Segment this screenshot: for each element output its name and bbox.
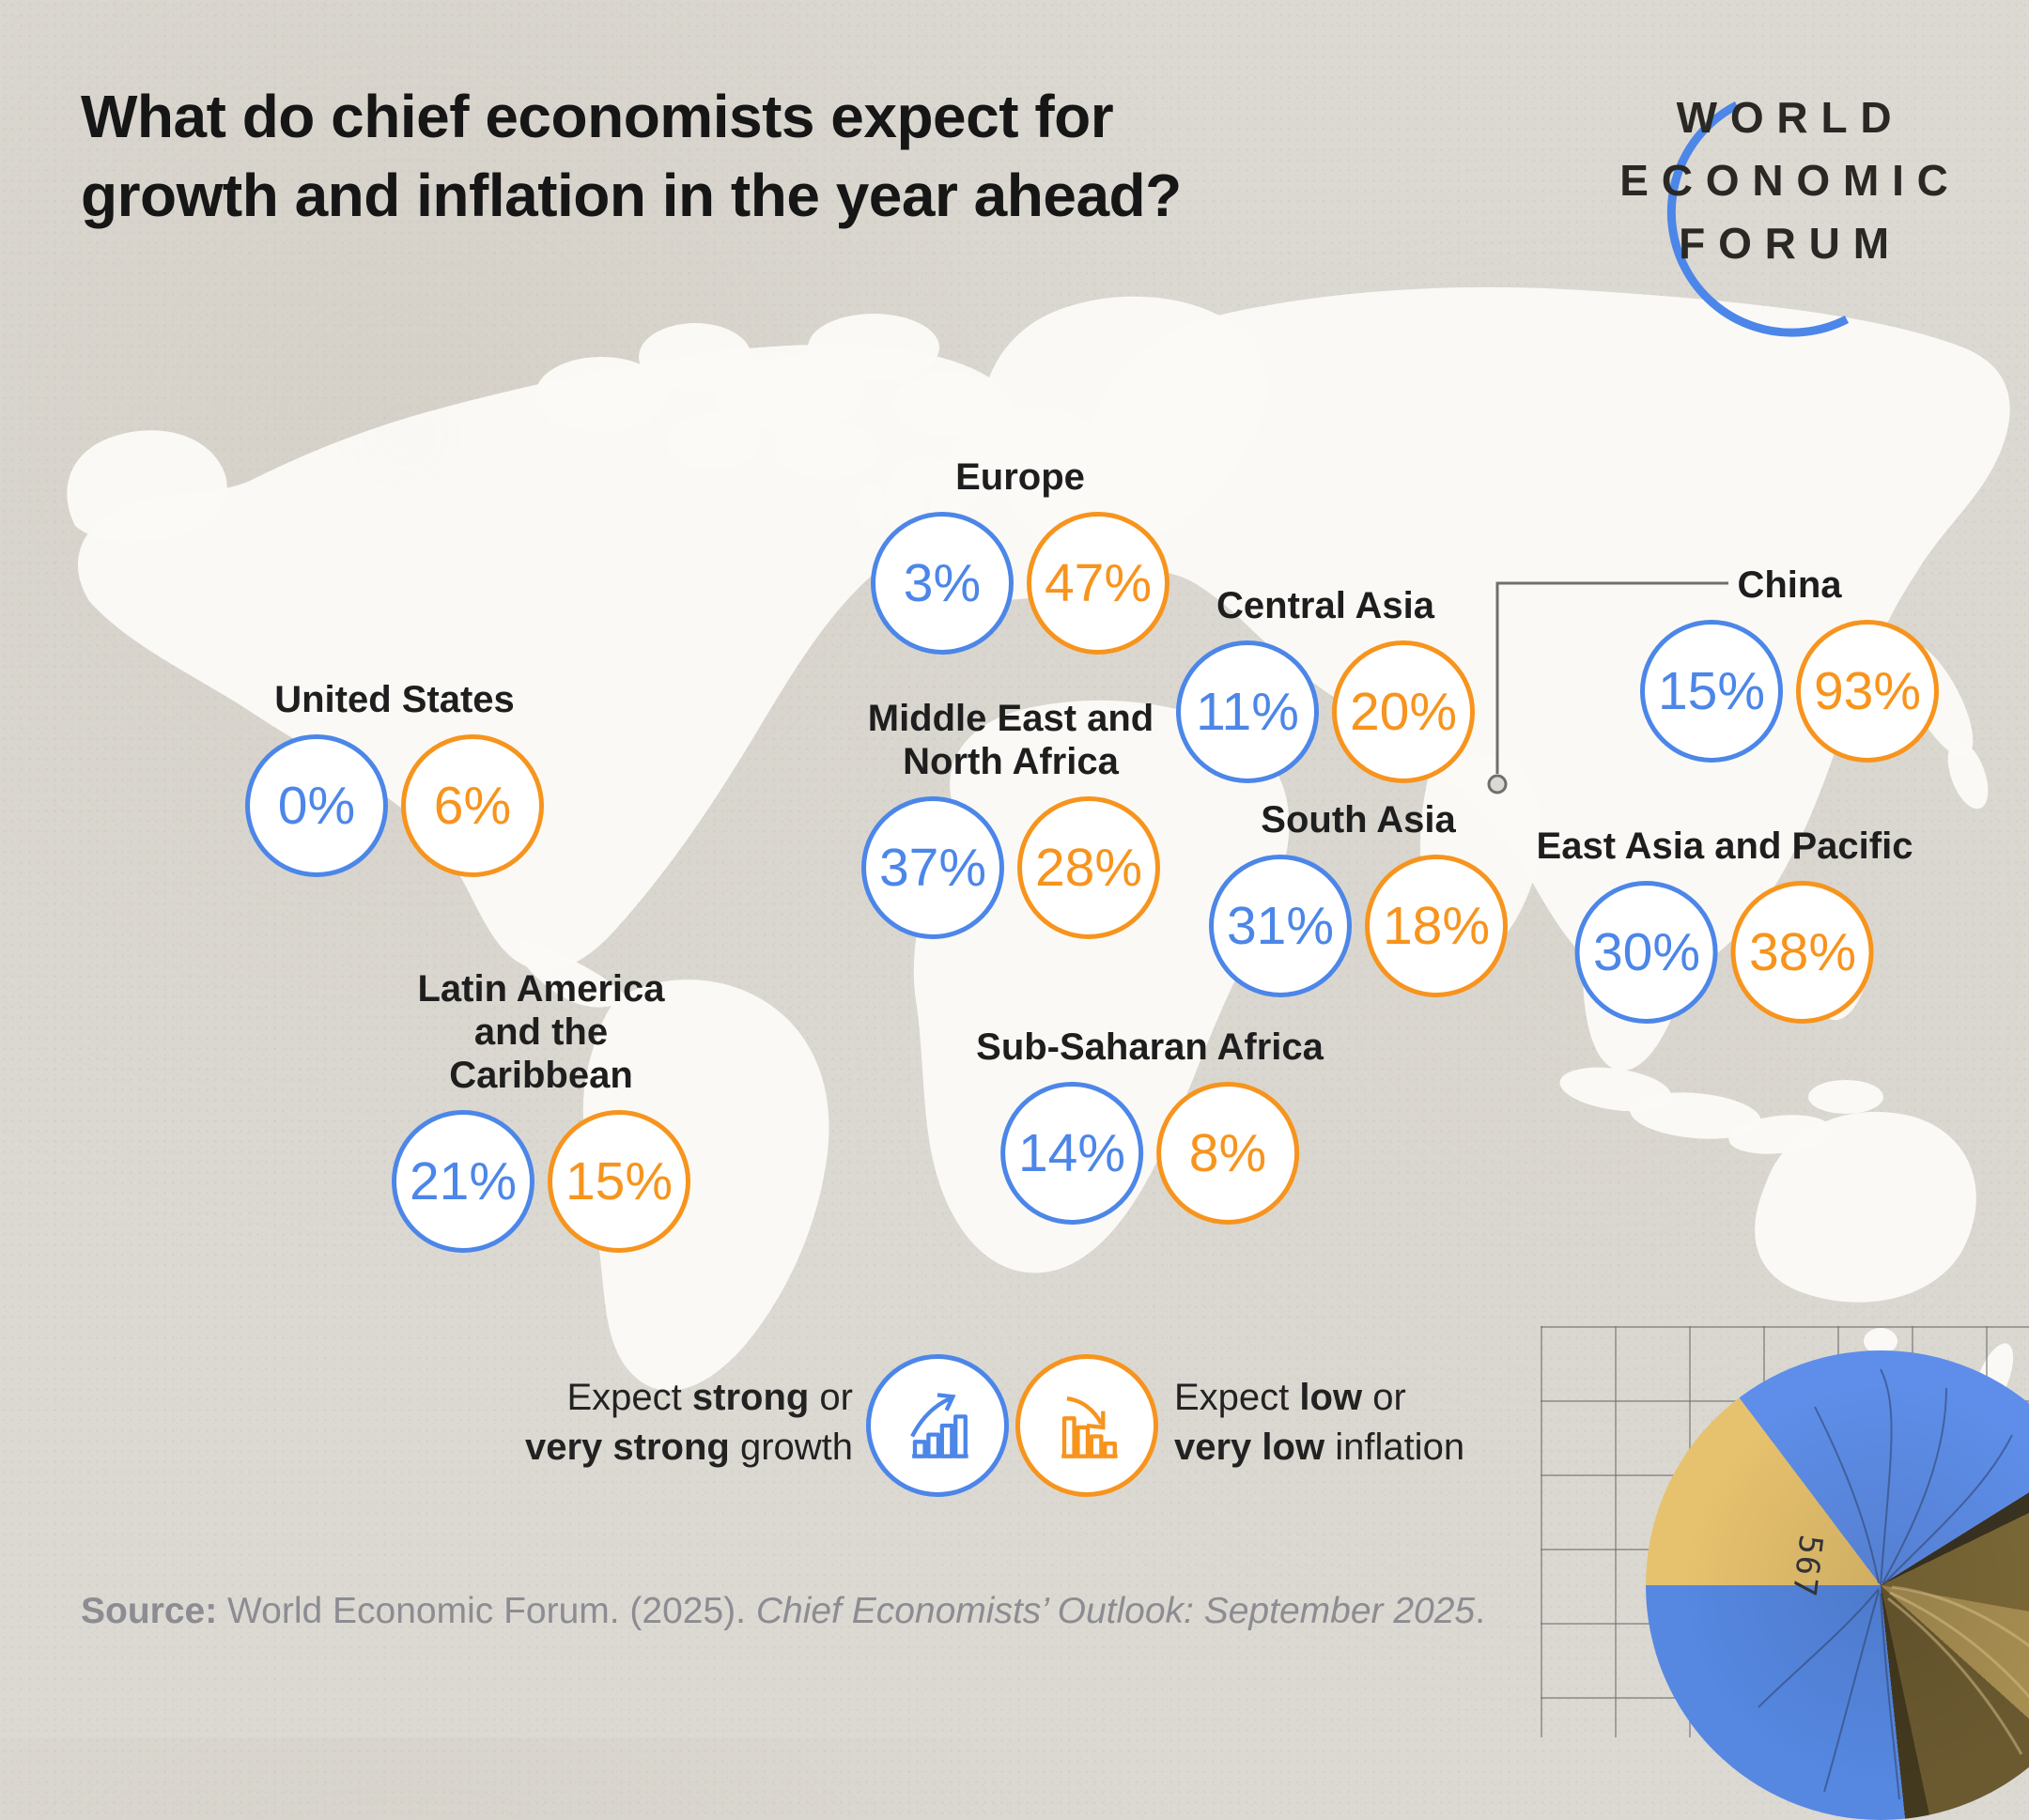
island: [1630, 1092, 1761, 1139]
legend-inflation-pre: Expect: [1174, 1377, 1300, 1418]
island: [639, 323, 751, 391]
inflation-value-circle: 8%: [1155, 1082, 1299, 1225]
region-label: Latin America and the Caribbean: [417, 968, 665, 1096]
pie-texture-lines: [1758, 1368, 2029, 1800]
inflation-value-circle: 15%: [548, 1110, 690, 1253]
continent-south-america: [582, 979, 829, 1391]
continent-north-america: [77, 345, 1018, 971]
page-title-line1: What do chief economists expect for: [81, 83, 1114, 150]
island: [808, 314, 939, 381]
source-body: World Economic Forum. (2025).: [217, 1591, 756, 1631]
source-end: .: [1475, 1591, 1485, 1631]
inflation-value-circle: 18%: [1365, 855, 1508, 997]
legend-inflation-circle: [1015, 1354, 1158, 1497]
island: [714, 357, 864, 432]
page-title-line2: growth and inflation in the year ahead?: [81, 162, 1182, 229]
source-report-title: Chief Economists’ Outlook: September 202…: [755, 1591, 1476, 1631]
inflation-value-circle: 38%: [1730, 881, 1874, 1024]
inflation-bars-icon: [1061, 1396, 1118, 1458]
growth-value-circle: 14%: [999, 1082, 1143, 1225]
growth-value-circle: 37%: [861, 796, 1004, 939]
legend-growth-circle: [866, 1354, 1009, 1497]
collage-year-text: 567: [1784, 1533, 1830, 1600]
region-label: China: [1737, 564, 1842, 606]
source-line: Source: World Economic Forum. (2025). Ch…: [81, 1591, 1485, 1632]
wef-logo-word-economic: ECONOMIC: [1619, 156, 1961, 205]
inflation-value-circle: 47%: [1027, 512, 1169, 655]
island: [774, 423, 879, 479]
continent-central-america: [519, 939, 627, 1008]
region-europe: Europe 3% 47%: [871, 455, 1169, 655]
inflation-value-circle: 6%: [401, 734, 544, 877]
growth-value-circle: 15%: [1640, 620, 1783, 763]
region-label: South Asia: [1261, 799, 1456, 841]
legend-growth-pre: Expect: [566, 1377, 692, 1418]
legend-growth-tail1: or: [809, 1377, 853, 1418]
island: [667, 413, 761, 470]
region-latin-america-caribbean: Latin America and the Caribbean 21% 15%: [392, 967, 690, 1253]
island-japan: [1947, 740, 1989, 810]
wef-logo-word-world: WORLD: [1676, 93, 1905, 142]
legend-inflation-bold1: low: [1299, 1377, 1363, 1418]
growth-value-circle: 21%: [392, 1110, 534, 1253]
legend-growth-text: Expect strong or very strong growth: [525, 1373, 853, 1473]
island: [535, 357, 667, 432]
growth-value-circle: 11%: [1176, 640, 1319, 783]
inflation-value-circle: 93%: [1796, 620, 1939, 763]
inflation-value-circle: 28%: [1017, 796, 1160, 939]
wef-logo: WORLD ECONOMIC FORUM: [1612, 86, 1969, 275]
region-label: United States: [274, 679, 515, 720]
wef-logo-word-forum: FORUM: [1679, 219, 1902, 268]
continent-eurasia: [931, 286, 2010, 982]
region-south-asia: South Asia 31% 18%: [1209, 798, 1508, 997]
region-label: Sub-Saharan Africa: [976, 1026, 1324, 1068]
legend-inflation-tail1: or: [1362, 1377, 1406, 1418]
region-china: China 15% 93%: [1640, 563, 1939, 763]
region-central-asia: Central Asia 11% 20%: [1176, 584, 1475, 783]
collage-pie-chart: 567: [1646, 1350, 2029, 1820]
legend-growth-bold1: strong: [691, 1377, 810, 1418]
region-united-states: United States 0% 6%: [245, 678, 544, 877]
legend-inflation-text: Expect low or very low inflation: [1174, 1373, 1464, 1473]
region-middle-east-north-africa: Middle East and North Africa 37% 28%: [856, 697, 1166, 939]
growth-value-circle: 30%: [1574, 881, 1718, 1024]
growth-bars-icon: [910, 1393, 968, 1458]
legend-growth-tail2: growth: [729, 1427, 853, 1468]
legend-inflation-tail2: inflation: [1324, 1427, 1465, 1468]
legend-growth-bold2: very strong: [524, 1427, 730, 1468]
legend-inflation-bold2: very low: [1174, 1427, 1325, 1468]
island-ireland: [857, 485, 887, 530]
continent-australia: [1755, 1111, 1976, 1303]
growth-value-circle: 3%: [871, 512, 1014, 655]
inflation-value-circle: 20%: [1332, 640, 1475, 783]
growth-value-circle: 0%: [245, 734, 388, 877]
growth-value-circle: 31%: [1209, 855, 1352, 997]
island: [892, 372, 1005, 436]
source-label: Source:: [81, 1591, 218, 1631]
island: [1808, 1080, 1883, 1114]
region-label: Central Asia: [1216, 585, 1434, 626]
region-east-asia-pacific: East Asia and Pacific 30% 38%: [1537, 825, 1913, 1024]
region-label: Europe: [955, 456, 1085, 498]
island-uk: [885, 457, 928, 529]
region-label: East Asia and Pacific: [1536, 825, 1913, 867]
region-label: Middle East and North Africa: [867, 698, 1154, 782]
page-title: What do chief economists expect for grow…: [81, 77, 1182, 235]
region-sub-saharan-africa: Sub-Saharan Africa 14% 8%: [976, 1026, 1324, 1225]
